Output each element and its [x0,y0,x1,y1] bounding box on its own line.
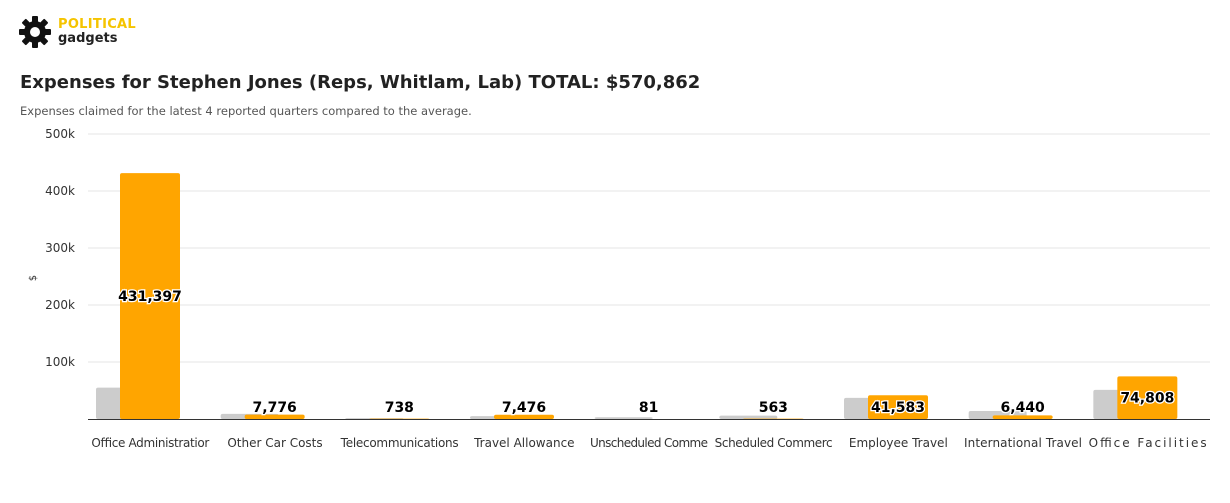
data-label: 7,476 [502,400,546,416]
data-label: 74,808 [1120,391,1174,407]
y-tick-label: 500k [45,127,75,141]
average-bar [594,417,653,419]
y-tick-label: 400k [45,184,75,198]
average-bar [719,415,778,419]
data-label: 431,397 [118,289,182,305]
x-tick-label: Other Car Costs [227,436,322,450]
y-tick-label: 300k [45,241,75,255]
member-bar [868,395,928,419]
data-label: 41,583 [871,400,925,416]
chart-subtitle: Expenses claimed for the latest 4 report… [20,104,472,118]
data-label: 7,776 [253,400,297,416]
x-tick-label: Office Facilities [1089,436,1207,450]
x-tick-label: Telecommunications [340,436,459,450]
data-label: 81 [639,400,658,416]
y-tick-label: 100k [45,355,75,369]
logo: POLITICAL gadgets [18,14,136,50]
member-bar [244,414,305,419]
member-bar [494,414,554,419]
gear-icon [19,16,51,48]
x-tick-label: Unscheduled Comme [590,436,708,450]
x-tick-label: International Travel [964,436,1082,450]
data-label: 738 [385,400,414,416]
y-tick-label: 200k [45,298,75,312]
page-title: Expenses for Stephen Jones (Reps, Whitla… [20,72,701,93]
data-label: 563 [759,400,788,416]
data-label: 6,440 [1001,400,1046,416]
member-bar [120,173,180,419]
x-tick-label: Travel Allowance [473,436,574,450]
logo-line-political: POLITICAL [58,17,136,32]
x-tick-label: Employee Travel [849,436,948,450]
logo-line-gadgets: gadgets [58,31,118,46]
x-tick-label: Office Administratior [91,436,209,450]
x-tick-label: Scheduled Commerc [715,436,833,450]
y-axis-label: $ [28,275,39,281]
member-bar [1117,376,1178,419]
member-bar [992,415,1053,419]
